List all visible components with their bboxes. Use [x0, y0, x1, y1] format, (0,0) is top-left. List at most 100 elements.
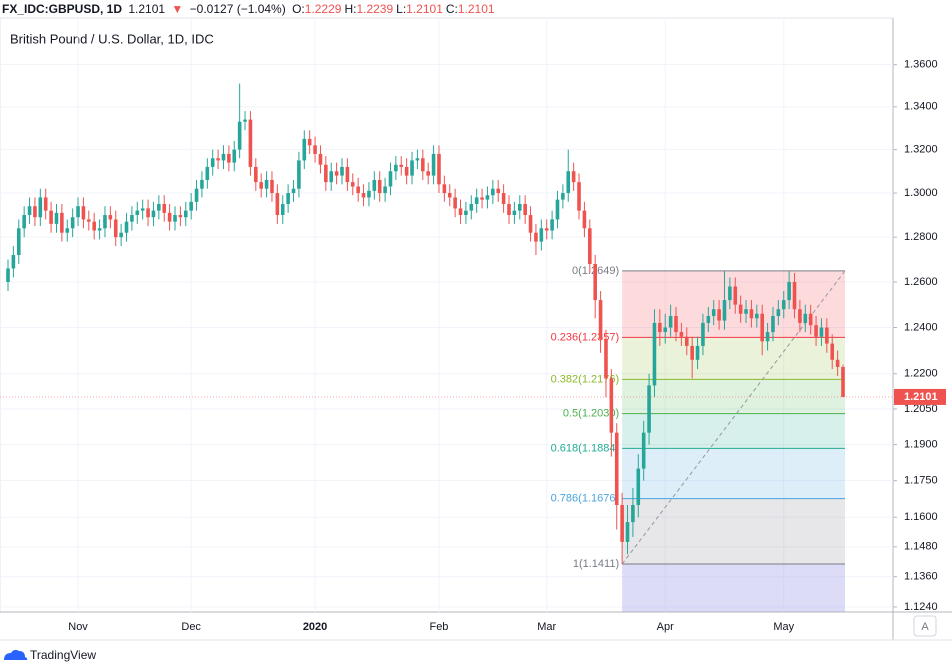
ohlc-label: O:: [292, 2, 305, 16]
candle-body: [830, 343, 835, 360]
candle-body: [695, 345, 700, 360]
candle-body: [808, 313, 813, 326]
candle-body: [205, 166, 210, 180]
change-arrow: ▼: [171, 2, 184, 16]
candle-body: [684, 336, 689, 346]
candle-body: [447, 193, 452, 198]
candle-body: [701, 322, 705, 346]
y-tick-label: 1.1750: [904, 475, 938, 487]
y-tick-label: 1.1240: [904, 601, 938, 613]
chart-title: British Pound / U.S. Dollar, 1D, IDC: [10, 31, 214, 46]
candle-body: [124, 221, 129, 233]
candle-body: [194, 188, 199, 202]
candle-body: [227, 153, 231, 163]
candle-body: [658, 322, 662, 333]
candle-body: [307, 138, 312, 146]
candle-body: [544, 228, 549, 231]
candle-body: [421, 158, 425, 172]
candle-body: [130, 215, 134, 222]
candle-body: [97, 228, 102, 231]
candle-body: [464, 210, 468, 216]
candle-body: [426, 171, 430, 176]
candle-body: [679, 332, 684, 337]
x-tick-label: Dec: [181, 621, 201, 633]
candle-body: [431, 153, 436, 176]
candle-body: [733, 286, 738, 305]
plot-area: [0, 17, 894, 613]
candle-body: [647, 385, 651, 433]
candle-body: [609, 378, 614, 433]
symbol-header: FX_IDC:GBPUSD, 1D 1.2101 ▼ −0.0127 (−1.0…: [2, 1, 498, 17]
candle-body: [259, 182, 263, 189]
candle-body: [453, 197, 457, 209]
candle-body: [356, 186, 360, 194]
y-tick-label: 1.2200: [904, 368, 938, 380]
candle-body: [345, 166, 350, 183]
candle-body: [146, 208, 150, 218]
auto-scale-label[interactable]: A: [921, 621, 929, 633]
candle-body: [119, 232, 123, 238]
candle-body: [410, 160, 414, 176]
candle-body: [749, 309, 754, 319]
candle-body: [318, 153, 323, 165]
candle-body: [329, 171, 334, 183]
candle-body: [92, 221, 96, 231]
candle-body: [555, 199, 560, 220]
candle-body: [571, 171, 576, 183]
candle-body: [291, 188, 296, 194]
candle-body: [561, 193, 565, 200]
candle-body: [668, 316, 673, 328]
candle-body: [744, 309, 748, 314]
candle-body: [614, 432, 619, 506]
fib-retracement: 0(1.2649)0.236(1.2357)0.382(1.2176)0.5(1…: [551, 265, 846, 612]
candle-body: [216, 158, 220, 161]
candle-body: [221, 153, 226, 161]
candle-body: [43, 197, 48, 211]
candle-body: [103, 215, 107, 229]
candle-body: [652, 322, 657, 386]
candle-body: [588, 228, 592, 264]
candle-body: [210, 158, 215, 167]
candle-body: [248, 119, 253, 167]
candle-body: [593, 263, 597, 301]
last-price-label: 1.2101: [904, 391, 938, 403]
candle-body: [108, 215, 113, 220]
candle-body: [415, 158, 420, 161]
candle-body: [841, 367, 845, 397]
last-price-tag: [894, 388, 946, 405]
candle-body: [151, 210, 156, 218]
candle-body: [517, 204, 522, 211]
fib-trend-line: [621, 270, 846, 565]
change: −0.0127 (−1.04%): [189, 2, 286, 16]
fib-level-label: 1(1.1411): [573, 558, 619, 570]
candle-body: [620, 505, 624, 542]
candle-body: [787, 281, 791, 301]
candle-body: [189, 201, 193, 211]
ohlc-value: 1.2239: [356, 2, 394, 16]
candle-body: [302, 138, 307, 161]
x-tick-label: Feb: [429, 621, 448, 633]
candle-body: [507, 204, 511, 216]
candle-body: [275, 193, 280, 216]
candle-body: [501, 193, 506, 205]
candle-body: [404, 166, 409, 176]
candle-body: [394, 164, 398, 172]
candle-body: [38, 197, 43, 218]
ohlc-label: L:: [396, 2, 407, 16]
candle-body: [674, 316, 678, 333]
candle-body: [178, 215, 183, 218]
candle-body: [825, 327, 829, 344]
x-tick-label: Apr: [657, 621, 674, 633]
candle-body: [372, 179, 377, 191]
axes: 1.3600 1.3400 1.3200 1.3000 1.2800 1.2600 1.24…: [0, 59, 946, 633]
auto-scale-button[interactable]: [913, 615, 937, 637]
candle-body: [458, 208, 463, 216]
x-tick-label: May: [773, 621, 794, 633]
grid: [0, 18, 893, 612]
candle-body: [550, 219, 554, 231]
candle-body: [243, 119, 247, 122]
fib-level-label: 0.382(1.2176): [551, 373, 620, 385]
candle-body: [765, 332, 770, 342]
candle-body: [792, 281, 797, 310]
